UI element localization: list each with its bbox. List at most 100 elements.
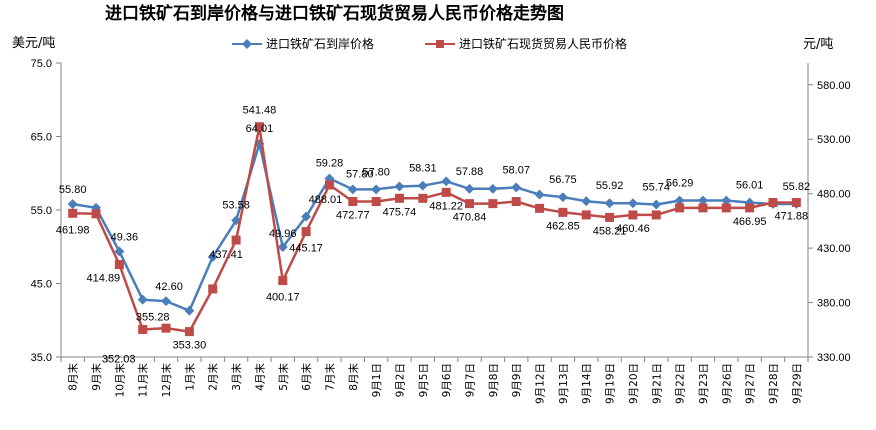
series-1-point — [324, 180, 334, 190]
data-label: 53.58 — [222, 199, 250, 211]
data-label: 437.41 — [209, 249, 243, 261]
x-tick-label: 9月22日 — [675, 363, 687, 404]
legend-label-rmb: 进口铁矿石现货贸易人民币价格 — [459, 36, 627, 51]
series-1-point — [184, 327, 194, 337]
series-1-point — [114, 260, 124, 270]
legend-label-cif: 进口铁矿石到岸价格 — [266, 36, 374, 51]
series-1-point — [161, 323, 171, 333]
series-0-point — [557, 192, 568, 203]
series-0-point — [674, 195, 685, 206]
right-tick-label: 380.00 — [817, 298, 851, 310]
data-label: 400.17 — [266, 292, 300, 304]
series-0-point — [464, 183, 475, 194]
series-0-point — [487, 183, 498, 194]
x-tick-label: 7月末 — [323, 363, 336, 391]
series-1-point — [675, 203, 685, 213]
series-1-point — [301, 227, 311, 237]
series-0-point — [698, 195, 708, 206]
x-tick-label: 9月21日 — [651, 363, 663, 404]
data-labels: 55.8049.3642.6053.5864.0149.9659.2857.80… — [56, 105, 810, 366]
data-label: 541.48 — [243, 105, 277, 117]
legend-marker-rmb — [436, 40, 444, 48]
x-tick-label: 9月27日 — [745, 363, 757, 404]
series-0-point — [511, 182, 522, 193]
right-tick-label: 580.00 — [817, 80, 851, 92]
series-1-point — [231, 235, 241, 245]
series-0-point — [277, 242, 288, 252]
right-tick-label: 330.00 — [817, 352, 851, 364]
series-1-point — [721, 203, 731, 213]
data-label: 353.30 — [173, 340, 207, 352]
x-tick-label: 8月末 — [347, 363, 360, 391]
data-label: 461.98 — [56, 224, 90, 236]
data-label: 56.29 — [666, 178, 694, 190]
series-1-point — [511, 197, 521, 207]
x-tick-label: 9月29日 — [791, 363, 803, 404]
data-label: 57.80 — [362, 166, 390, 178]
x-tick-label: 3月末 — [230, 363, 243, 391]
x-tick-label: 11月末 — [137, 363, 150, 398]
series-1-point — [371, 197, 381, 207]
series-1-point — [254, 122, 264, 132]
axes: 35.0 45.0 55.0 65.0 75.0 330.00 380.00 430.00 48… — [31, 58, 851, 404]
series-1-point — [651, 210, 661, 220]
series-0-point — [207, 252, 218, 262]
x-tick-label: 12月末 — [160, 363, 173, 398]
data-label: 462.85 — [546, 220, 580, 232]
x-tick-label: 9月12日 — [535, 363, 547, 404]
left-tick-label: 35.0 — [31, 352, 52, 364]
data-label: 471.88 — [775, 211, 809, 223]
x-tick-label: 9月28日 — [768, 363, 780, 404]
data-label: 470.84 — [453, 212, 487, 224]
series-1-point — [605, 212, 615, 222]
x-tick-label: 9月19日 — [605, 363, 617, 404]
x-tick-label: 9月20日 — [628, 363, 640, 404]
x-tick-label: 9月14日 — [581, 363, 593, 404]
series-0-point — [371, 184, 382, 195]
series-0-point — [301, 211, 312, 222]
data-label: 58.31 — [409, 163, 437, 175]
x-tick-label: 8月末 — [67, 363, 80, 391]
legend: 进口铁矿石到岸价格 进口铁矿石现货贸易人民币价格 — [232, 36, 627, 51]
data-label: 49.36 — [111, 231, 139, 243]
data-label: 58.07 — [502, 164, 530, 176]
chart-title: 进口铁矿石到岸价格与进口铁矿石现货贸易人民币价格走势图 — [105, 3, 564, 24]
x-tick-label: 1月末 — [183, 363, 196, 391]
series-layer — [67, 122, 802, 337]
x-tick-label: 9月8日 — [488, 363, 500, 397]
series-1-point — [68, 208, 78, 218]
series-1-point — [418, 193, 428, 203]
data-label: 466.95 — [733, 216, 767, 228]
data-label: 488.01 — [309, 194, 343, 206]
data-label: 460.46 — [616, 223, 650, 235]
series-1-point — [558, 207, 568, 217]
series-1-point — [138, 324, 148, 334]
x-tick-label: 5月末 — [277, 363, 290, 391]
series-1-point — [745, 203, 755, 213]
x-tick-label: 9月9日 — [511, 363, 523, 397]
series-1-point — [791, 198, 801, 208]
series-1-point — [394, 193, 404, 203]
series-0-point — [347, 184, 358, 195]
data-label: 458.21 — [593, 225, 627, 237]
data-label: 355.28 — [136, 311, 170, 323]
left-tick-label: 65.0 — [31, 132, 52, 144]
series-1-point — [208, 284, 218, 294]
x-tick-label: 9月5日 — [418, 363, 430, 397]
series-0-point — [441, 176, 452, 187]
series-1-point — [581, 210, 591, 220]
x-tick-label: 10月末 — [113, 363, 126, 398]
legend-item-cif: 进口铁矿石到岸价格 — [232, 36, 374, 51]
data-label: 49.96 — [269, 228, 297, 240]
x-tick-label: 6月末 — [300, 363, 313, 391]
data-label: 414.89 — [87, 273, 121, 285]
data-label: 42.60 — [155, 281, 183, 293]
data-label: 64.01 — [246, 123, 274, 135]
series-line-1 — [72, 125, 797, 333]
x-tick-label: 9月末 — [90, 363, 103, 391]
data-label: 472.77 — [336, 210, 370, 222]
series-0-point — [114, 246, 125, 257]
series-1-point — [441, 187, 451, 197]
x-tick-label: 9月26日 — [721, 363, 733, 404]
